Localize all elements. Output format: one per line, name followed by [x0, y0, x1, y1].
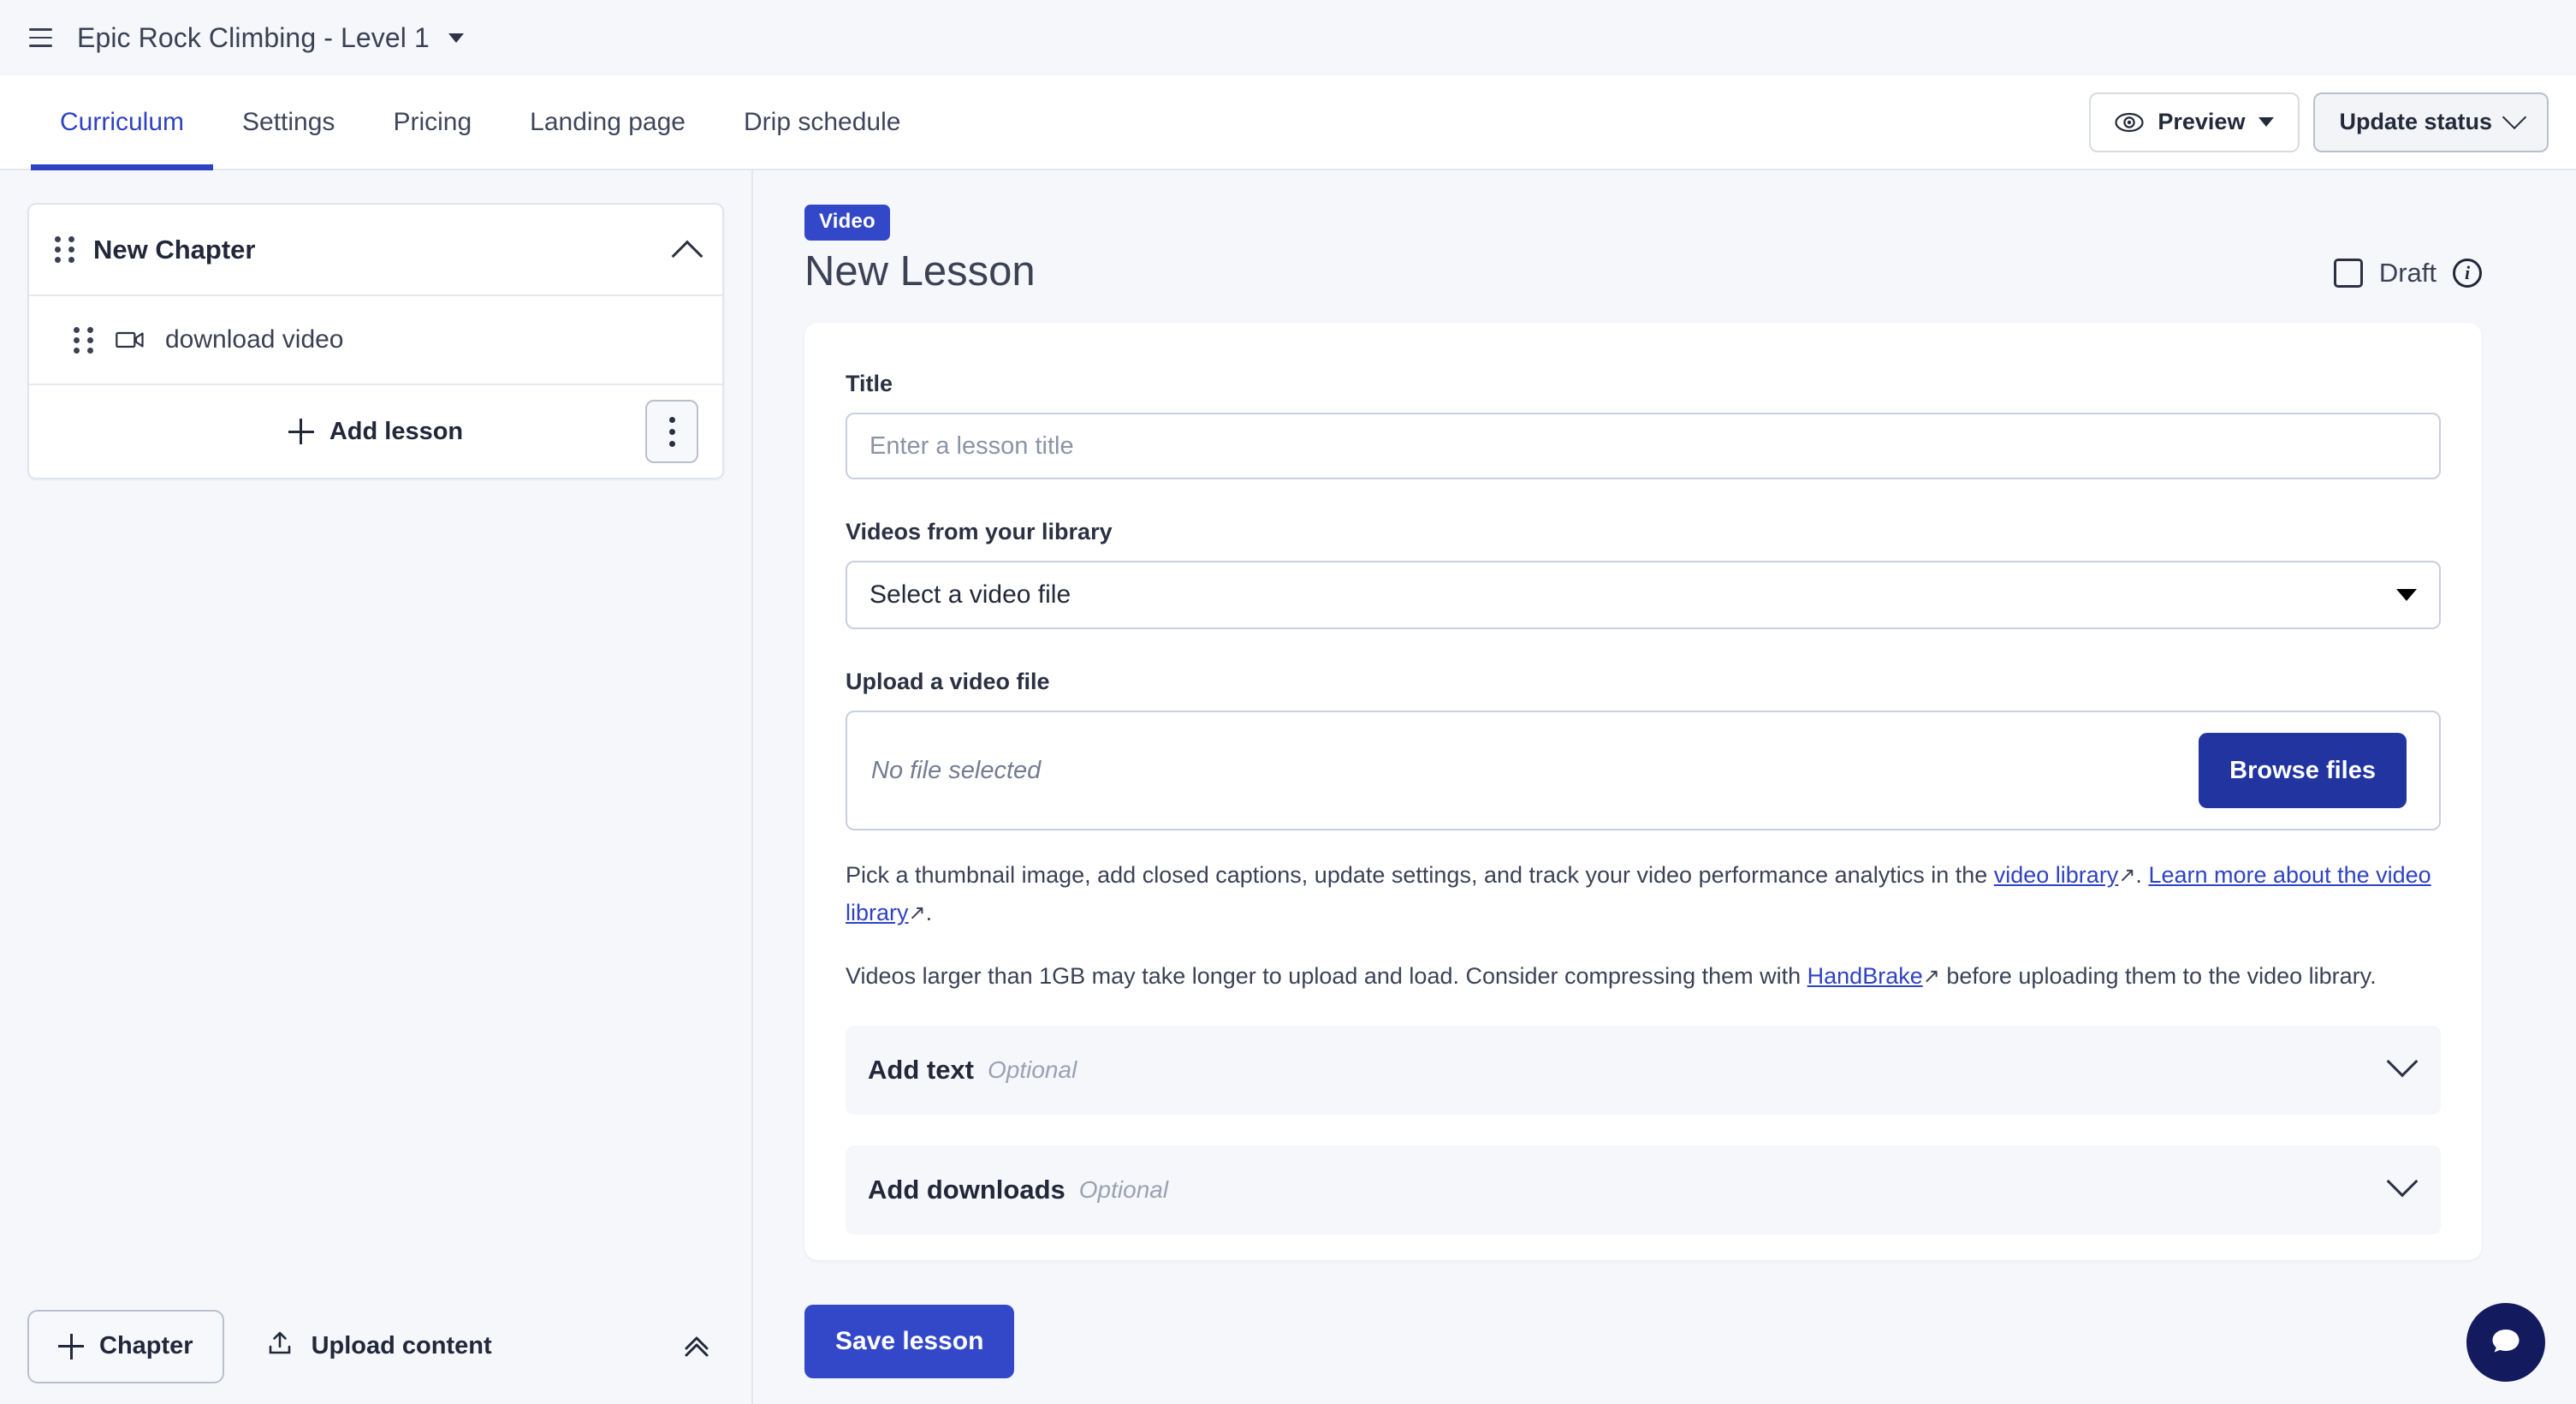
- tab-drip-schedule[interactable]: Drip schedule: [715, 75, 929, 169]
- library-field-label: Videos from your library: [846, 519, 1113, 544]
- tab-landing-page[interactable]: Landing page: [501, 75, 715, 169]
- draft-checkbox[interactable]: [2333, 259, 2363, 288]
- draft-toggle: Draft i: [2333, 258, 2482, 289]
- browse-files-button[interactable]: Browse files: [2199, 733, 2407, 808]
- chapter-footer: Add lesson: [29, 385, 722, 478]
- lesson-name: download video: [165, 325, 344, 354]
- upload-content-label: Upload content: [311, 1332, 492, 1359]
- plus-icon: [58, 1333, 84, 1359]
- chevron-down-icon: [2386, 1045, 2419, 1084]
- lesson-editor: Video New Lesson Draft i Title Videos fr…: [753, 170, 2576, 1404]
- video-library-select[interactable]: Select a video file: [846, 561, 2441, 629]
- help-text-part: Videos larger than 1GB may take longer t…: [846, 963, 1807, 989]
- spacer: [846, 479, 2441, 519]
- accordion-add-downloads[interactable]: Add downloads Optional: [846, 1145, 2441, 1234]
- update-status-button[interactable]: Update status: [2313, 92, 2549, 152]
- lesson-header-left: Video New Lesson: [804, 205, 1036, 295]
- chevron-down-icon: [2396, 589, 2417, 601]
- add-lesson-label: Add lesson: [329, 417, 464, 445]
- top-actions: Preview Update status: [2089, 92, 2549, 152]
- video-library-help-text: Pick a thumbnail image, add closed capti…: [846, 856, 2441, 931]
- plus-icon: [288, 419, 314, 444]
- tab-label: Drip schedule: [744, 107, 901, 136]
- chapter-options-button[interactable]: [645, 400, 698, 463]
- list-item[interactable]: download video: [29, 296, 722, 385]
- help-text-part: .: [925, 900, 933, 925]
- help-text-part: before uploading them to the video libra…: [1946, 963, 2377, 989]
- external-link-icon: ↗: [2118, 864, 2136, 887]
- help-text-part: .: [2135, 862, 2149, 888]
- draft-label: Draft: [2378, 258, 2437, 288]
- accordion-add-text[interactable]: Add text Optional: [846, 1026, 2441, 1115]
- upload-content-button[interactable]: Upload content: [265, 1329, 492, 1365]
- upload-icon: [265, 1329, 294, 1365]
- course-title-dropdown[interactable]: Epic Rock Climbing - Level 1: [77, 22, 464, 54]
- chevron-down-icon: [2502, 104, 2527, 129]
- page-title: New Lesson: [804, 248, 1036, 294]
- drag-handle-icon[interactable]: [55, 236, 74, 263]
- no-file-selected-text: No file selected: [871, 756, 1042, 784]
- drag-handle-icon[interactable]: [74, 326, 93, 354]
- tab-curriculum[interactable]: Curriculum: [31, 75, 214, 170]
- handbrake-link[interactable]: HandBrake: [1807, 963, 1923, 989]
- chat-support-button[interactable]: [2466, 1303, 2545, 1382]
- title-input[interactable]: [846, 413, 2441, 479]
- accordion-title: Add text: [868, 1055, 974, 1085]
- chapter-name: New Chapter: [93, 234, 256, 265]
- add-lesson-button[interactable]: Add lesson: [288, 418, 463, 446]
- info-icon[interactable]: i: [2453, 259, 2482, 288]
- tab-settings[interactable]: Settings: [213, 75, 364, 169]
- add-chapter-button[interactable]: Chapter: [27, 1309, 224, 1383]
- chat-bubble-icon: [2485, 1320, 2526, 1365]
- hamburger-icon[interactable]: [22, 20, 58, 56]
- chevron-down-icon: [2258, 117, 2275, 127]
- eye-icon: [2115, 112, 2144, 133]
- preview-button[interactable]: Preview: [2089, 92, 2300, 152]
- chapter-header[interactable]: New Chapter: [29, 205, 722, 296]
- lesson-header: Video New Lesson Draft i: [804, 205, 2482, 295]
- chapter-card: New Chapter download video A: [27, 203, 724, 479]
- accordion-optional-label: Optional: [988, 1056, 1077, 1083]
- add-chapter-label: Chapter: [99, 1332, 193, 1359]
- page-body: New Chapter download video A: [0, 170, 2576, 1404]
- status-badge: Video: [804, 205, 890, 241]
- lesson-form-card: Title Videos from your library Select a …: [804, 323, 2482, 1260]
- collapse-all-icon[interactable]: [673, 1323, 721, 1371]
- curriculum-sidebar: New Chapter download video A: [0, 170, 753, 1404]
- save-lesson-button[interactable]: Save lesson: [804, 1305, 1015, 1378]
- chevron-down-icon: [448, 33, 464, 43]
- accordion-title: Add downloads: [868, 1175, 1065, 1205]
- course-title-label: Epic Rock Climbing - Level 1: [77, 21, 430, 53]
- external-link-icon: ↗: [908, 901, 926, 925]
- tab-list: Curriculum Settings Pricing Landing page…: [31, 75, 929, 170]
- external-link-icon: ↗: [1922, 965, 1940, 988]
- compression-help-text: Videos larger than 1GB may take longer t…: [846, 957, 2441, 995]
- video-camera-icon: [116, 329, 146, 351]
- title-field-label: Title: [846, 371, 893, 396]
- tab-bar: Curriculum Settings Pricing Landing page…: [0, 75, 2576, 170]
- sidebar-footer: Chapter Upload content: [0, 1288, 751, 1404]
- tab-label: Settings: [242, 107, 335, 136]
- video-library-link[interactable]: video library: [1993, 862, 2119, 888]
- help-text-part: Pick a thumbnail image, add closed capti…: [846, 862, 1994, 888]
- video-library-selected-value: Select a video file: [870, 580, 1071, 609]
- chevron-down-icon: [2386, 1165, 2419, 1204]
- accordion-optional-label: Optional: [1078, 1176, 1169, 1203]
- chevron-up-icon[interactable]: [671, 240, 703, 271]
- spacer: [846, 629, 2441, 669]
- tab-label: Landing page: [530, 107, 686, 136]
- tab-label: Curriculum: [60, 107, 185, 136]
- learn-more-link[interactable]: Learn more about the video library: [846, 862, 2431, 925]
- upload-field-label: Upload a video file: [846, 669, 1050, 694]
- tab-label: Pricing: [393, 107, 472, 136]
- tab-pricing[interactable]: Pricing: [364, 75, 501, 169]
- update-status-label: Update status: [2339, 109, 2492, 134]
- preview-label: Preview: [2158, 109, 2246, 134]
- top-bar: Epic Rock Climbing - Level 1: [0, 0, 2576, 75]
- file-upload-area[interactable]: No file selected Browse files: [846, 711, 2441, 830]
